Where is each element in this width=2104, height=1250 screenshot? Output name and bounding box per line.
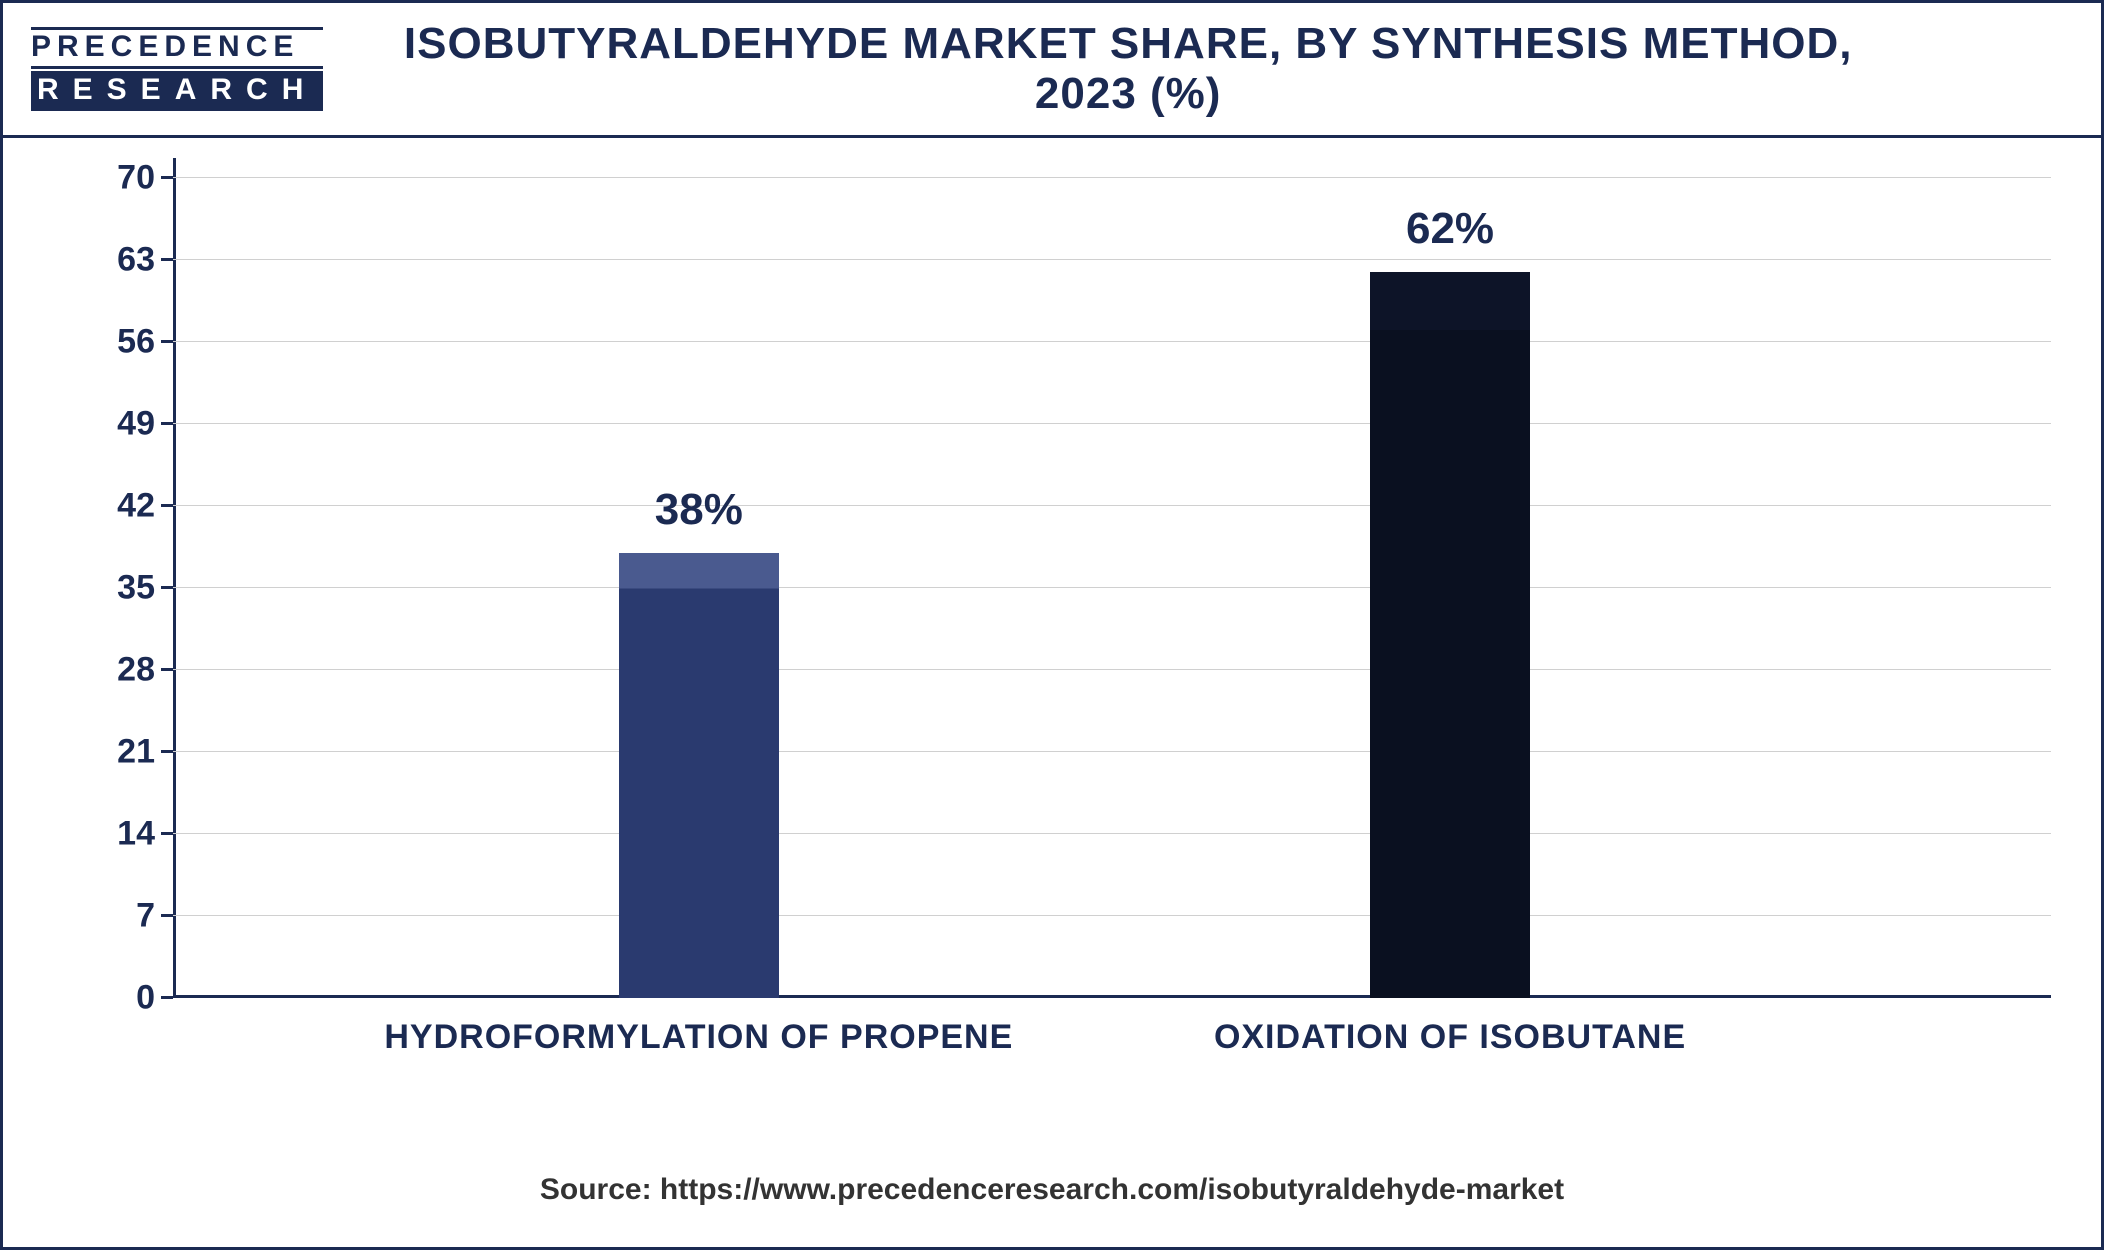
y-tick-mark <box>161 422 173 425</box>
y-tick-mark <box>161 586 173 589</box>
header: PRECEDENCE RESEARCH ISOBUTYRALDEHYDE MAR… <box>3 3 2101 138</box>
y-tick-mark <box>161 996 173 999</box>
chart-title: ISOBUTYRALDEHYDE MARKET SHARE, BY SYNTHE… <box>363 19 2073 119</box>
x-axis-label: HYDROFORMYLATION OF PROPENE <box>384 1018 1013 1057</box>
grid-line <box>173 751 2051 752</box>
chart-card: PRECEDENCE RESEARCH ISOBUTYRALDEHYDE MAR… <box>0 0 2104 1250</box>
grid-line <box>173 341 2051 342</box>
grid-line <box>173 915 2051 916</box>
grid-line <box>173 669 2051 670</box>
plot-area: HYDROFORMYLATION OF PROPENEOXIDATION OF … <box>173 178 2051 998</box>
grid-line <box>173 587 2051 588</box>
bar-value-label: 62% <box>1406 204 1494 272</box>
bar-value-label: 38% <box>655 485 743 553</box>
bar: 38% <box>619 553 779 998</box>
y-axis-line <box>173 158 176 998</box>
y-tick-mark <box>161 176 173 179</box>
y-tick-mark <box>161 832 173 835</box>
bar: 62% <box>1370 272 1530 998</box>
y-tick-mark <box>161 750 173 753</box>
logo-line2: RESEARCH <box>31 71 323 111</box>
source-text: Source: https://www.precedenceresearch.c… <box>3 1173 2101 1247</box>
y-tick-mark <box>161 668 173 671</box>
chart-area: HYDROFORMYLATION OF PROPENE OXIDATION OF … <box>3 138 2101 1173</box>
y-tick-mark <box>161 914 173 917</box>
y-tick-mark <box>161 340 173 343</box>
grid-line <box>173 177 2051 178</box>
x-axis-labels: HYDROFORMYLATION OF PROPENEOXIDATION OF … <box>173 998 2051 1018</box>
y-tick-mark <box>161 504 173 507</box>
grid-line <box>173 423 2051 424</box>
y-tick-mark <box>161 258 173 261</box>
logo-line1: PRECEDENCE <box>31 27 323 69</box>
grid-line <box>173 505 2051 506</box>
x-axis-label: OXIDATION OF ISOBUTANE <box>1214 1018 1686 1057</box>
grid-line <box>173 259 2051 260</box>
grid-line <box>173 833 2051 834</box>
logo: PRECEDENCE RESEARCH <box>31 27 323 111</box>
